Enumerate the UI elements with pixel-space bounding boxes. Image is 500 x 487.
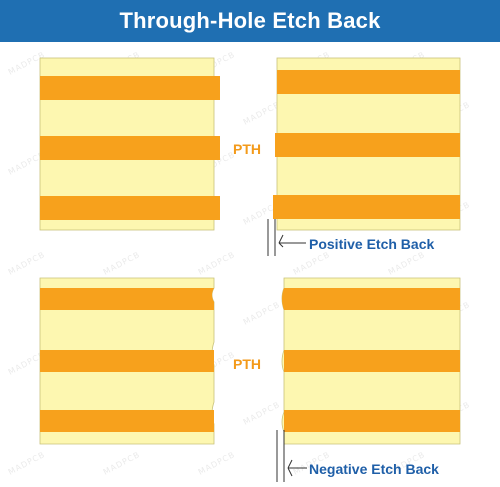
copper-layer (40, 350, 214, 372)
watermark-text: MADPCB (7, 450, 47, 477)
copper-layer (40, 410, 214, 432)
negative-etch-back-label: Negative Etch Back (309, 461, 439, 477)
top-left-stack (39, 57, 220, 231)
watermark-text: MADPCB (197, 450, 237, 477)
copper-layer (284, 410, 460, 432)
negative-etch-leader (276, 430, 307, 482)
watermark-text: MADPCB (292, 250, 332, 277)
bottom-left-stack (39, 277, 215, 445)
copper-layer (40, 136, 220, 160)
watermark-text: MADPCB (102, 250, 142, 277)
watermark-text: MADPCB (102, 450, 142, 477)
watermark-text: MADPCB (387, 250, 427, 277)
pth-label-top: PTH (233, 141, 261, 157)
watermark-text: MADPCB (242, 300, 282, 327)
title-bar: Through-Hole Etch Back (0, 0, 500, 42)
copper-layer (275, 133, 460, 157)
positive-etch-leader (267, 219, 306, 256)
diagram-title: Through-Hole Etch Back (119, 8, 381, 33)
copper-layer (284, 350, 460, 372)
top-right-stack (273, 57, 461, 231)
copper-layer (40, 76, 220, 100)
copper-layer (277, 70, 460, 94)
watermark-text: MADPCB (7, 250, 47, 277)
watermark-text: MADPCB (197, 250, 237, 277)
bottom-right-stack (281, 277, 461, 445)
positive-etch-back-label: Positive Etch Back (309, 236, 434, 252)
pth-label-bottom: PTH (233, 356, 261, 372)
watermark-text: MADPCB (242, 100, 282, 127)
copper-layer (40, 196, 220, 220)
copper-layer (282, 288, 460, 310)
watermark-text: MADPCB (242, 400, 282, 427)
copper-layer (40, 288, 214, 310)
copper-layer (273, 195, 460, 219)
